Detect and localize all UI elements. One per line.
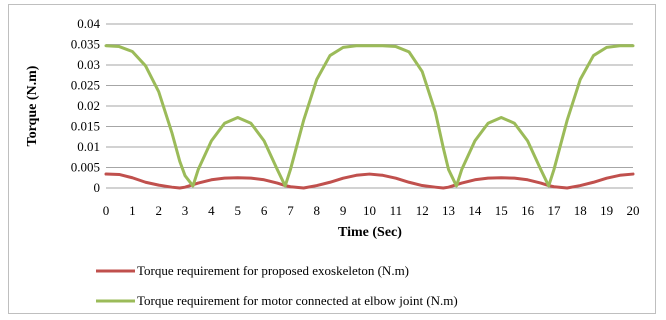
y-tick-label: 0.025	[71, 78, 100, 93]
x-axis-title: Time (Sec)	[338, 225, 402, 240]
x-tick-label: 15	[495, 203, 508, 218]
x-tick-label: 0	[103, 203, 110, 218]
series-lines	[104, 44, 635, 190]
x-tick-label: 4	[208, 203, 215, 218]
y-tick-label: 0.04	[77, 16, 100, 31]
x-tick-label: 16	[521, 203, 535, 218]
y-tick-label: 0	[94, 180, 101, 195]
x-tick-label: 3	[182, 203, 189, 218]
x-tick-label: 19	[600, 203, 613, 218]
legend-item-1: Torque requirement for proposed exoskele…	[96, 263, 409, 278]
x-tick-label: 18	[574, 203, 587, 218]
x-tick-label: 9	[340, 203, 347, 218]
y-tick-label: 0.03	[77, 57, 100, 72]
x-tick-label: 10	[363, 203, 376, 218]
series-line-1	[104, 172, 635, 190]
series-line-2	[104, 44, 635, 188]
x-tick-label: 14	[468, 203, 482, 218]
legend: Torque requirement for proposed exoskele…	[96, 263, 458, 308]
x-tick-label: 20	[627, 203, 640, 218]
x-tick-label: 17	[547, 203, 561, 218]
y-axis-title: Torque (N.m)	[25, 65, 40, 146]
gridlines	[106, 23, 633, 189]
y-tick-labels: 0 0.005 0.01 0.015 0.02 0.025 0.03 0.035 0.04	[71, 16, 101, 195]
legend-item-2: Torque requirement for motor connected a…	[96, 293, 458, 308]
legend-label: Torque requirement for motor connected a…	[137, 293, 458, 308]
y-tick-label: 0.02	[77, 98, 100, 113]
x-tick-labels: 0 1 2 3 4 5 6 7 8 9 10 11 12 13 14 15 16 17 18 19 20	[103, 203, 640, 218]
x-tick-label: 7	[287, 203, 294, 218]
x-tick-label: 5	[235, 203, 242, 218]
x-tick-label: 2	[155, 203, 162, 218]
x-tick-label: 13	[442, 203, 455, 218]
x-tick-label: 1	[129, 203, 136, 218]
x-tick-label: 12	[416, 203, 429, 218]
y-tick-label: 0.005	[71, 160, 100, 175]
x-tick-label: 6	[261, 203, 268, 218]
legend-label: Torque requirement for proposed exoskele…	[137, 263, 409, 278]
x-tick-label: 11	[390, 203, 403, 218]
y-tick-label: 0.01	[77, 139, 100, 154]
y-tick-label: 0.035	[71, 37, 100, 52]
y-tick-label: 0.015	[71, 119, 100, 134]
x-tick-label: 8	[314, 203, 321, 218]
